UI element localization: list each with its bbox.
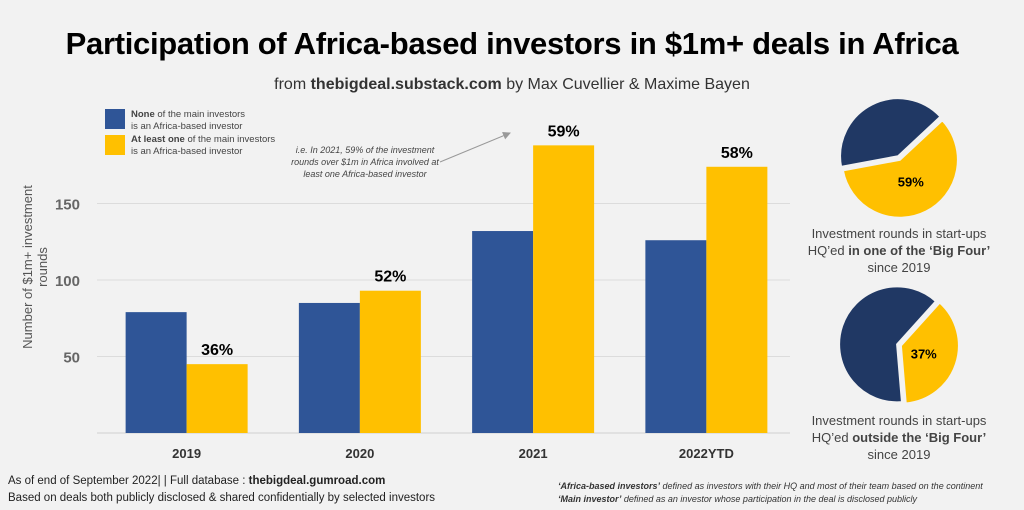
caption-line: Investment rounds in start-ups	[811, 413, 987, 428]
legend-text: of the main investors	[184, 134, 276, 145]
pie-label: 59%	[898, 174, 924, 189]
x-tick-label: 2020	[345, 446, 374, 461]
subtitle-suffix: by Max Cuvellier & Maxime Bayen	[501, 76, 750, 93]
legend-bold: None	[131, 109, 155, 120]
caption-line: Investment rounds in start-ups	[811, 226, 987, 241]
caption-line: since 2019	[867, 260, 931, 275]
subtitle-site: thebigdeal.substack.com	[310, 76, 502, 93]
caption-bold: in one of the ‘Big Four’	[848, 243, 991, 258]
annotation-arrow	[439, 131, 511, 163]
pie-caption-outside-big-four: Investment rounds in start-ups HQ’ed outs…	[799, 412, 999, 463]
bar-none-2022YTD	[645, 240, 707, 433]
data-label: 52%	[374, 269, 406, 286]
data-label: 59%	[548, 123, 580, 140]
footer-bold: ‘Main investor’	[558, 494, 622, 504]
legend-swatch-at-least-one	[105, 135, 125, 155]
caption-line: HQ’ed	[807, 243, 849, 258]
legend-swatch-none	[105, 109, 125, 129]
footer-text: As of end of September 2022| | Full data…	[8, 475, 249, 487]
legend-item-at-least-one: At least one of the main investors is an …	[131, 134, 275, 158]
footer-text: defined as investors with their HQ and m…	[660, 481, 983, 491]
y-tick-label: 100	[55, 273, 80, 290]
footer-text: defined as an investor whose participati…	[621, 494, 918, 504]
footer-left-1: As of end of September 2022| | Full data…	[8, 475, 385, 487]
legend-item-none: None of the main investors is an Africa-b…	[131, 109, 245, 133]
footer-bold: ‘Africa-based investors’	[558, 481, 661, 491]
subtitle-prefix: from	[274, 76, 311, 93]
footer-link[interactable]: thebigdeal.gumroad.com	[248, 475, 386, 487]
caption-bold: outside the ‘Big Four’	[852, 430, 987, 445]
data-label: 36%	[201, 342, 233, 359]
bar-at-least-one-2022YTD	[706, 166, 768, 433]
legend-bold: At least one	[131, 134, 185, 145]
bar-none-2020	[298, 302, 360, 433]
pie-label: 37%	[911, 346, 937, 361]
footer-right-1: ‘Africa-based investors’ defined as inve…	[558, 481, 983, 491]
caption-line: HQ’ed	[811, 430, 853, 445]
chart-title: Participation of Africa-based investors …	[65, 26, 959, 61]
y-tick-label: 150	[55, 197, 80, 214]
footer-right-2: ‘Main investor’ defined as an investor w…	[558, 494, 917, 504]
data-label: 58%	[721, 145, 753, 162]
bar-at-least-one-2019	[186, 364, 248, 433]
bar-none-2019	[125, 312, 187, 433]
pie-slice	[899, 301, 960, 405]
x-tick-label: 2019	[172, 446, 201, 461]
annotation-text: i.e. In 2021, 59% of the investment roun…	[291, 145, 439, 179]
bar-at-least-one-2020	[359, 290, 421, 433]
x-tick-label: 2022YTD	[679, 446, 734, 461]
chart-subtitle: from thebigdeal.substack.com by Max Cuve…	[0, 76, 1024, 94]
y-tick-label: 50	[63, 350, 80, 367]
x-tick-label: 2021	[519, 446, 548, 461]
caption-line: since 2019	[867, 447, 931, 462]
pie-slice	[838, 285, 938, 404]
legend-text: is an Africa-based investor	[131, 121, 243, 132]
legend-text: is an Africa-based investor	[131, 146, 243, 157]
pie-caption-big-four: Investment rounds in start-ups HQ’ed in o…	[799, 225, 999, 276]
footer-left-2: Based on deals both publicly disclosed &…	[8, 492, 436, 504]
bar-at-least-one-2021	[533, 145, 595, 434]
bar-none-2021	[472, 231, 534, 433]
legend-text: of the main investors	[154, 109, 246, 120]
pie-slice	[841, 118, 959, 219]
pie-slice	[839, 97, 942, 169]
